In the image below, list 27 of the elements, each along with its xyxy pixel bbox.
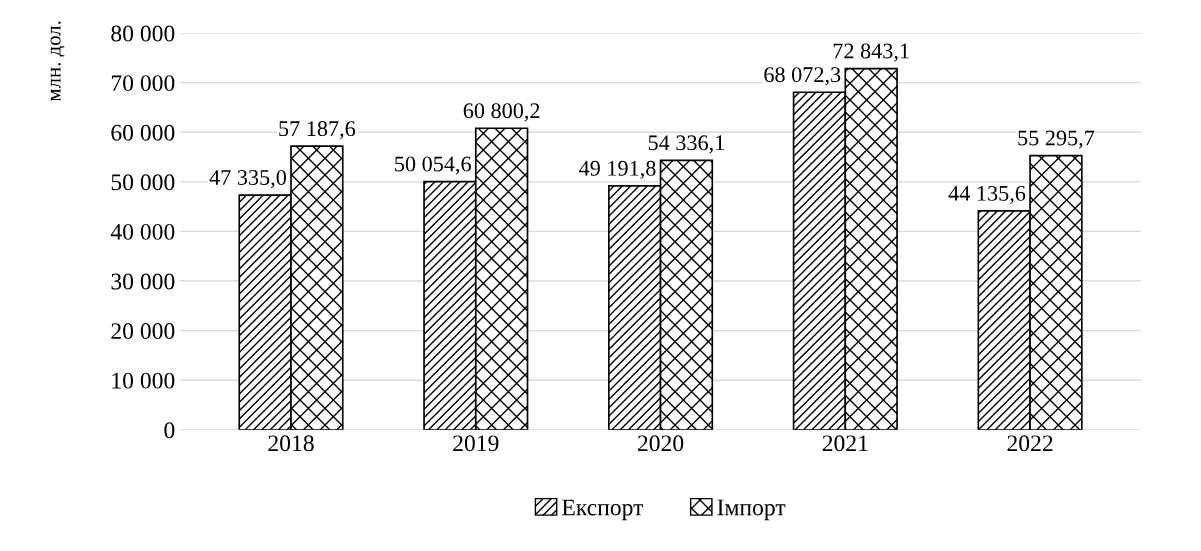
data-label: 54 336,1: [648, 135, 724, 154]
y-tick-label: 70 000: [111, 75, 175, 92]
y-tick-label: 0: [164, 422, 175, 439]
y-tick-label: 40 000: [110, 223, 175, 240]
y-tick-label: 50 000: [111, 174, 175, 191]
y-tick-label: 10 000: [112, 372, 175, 389]
data-label: 55 295,7: [1018, 130, 1095, 149]
x-tick-label: 2022: [1007, 435, 1053, 452]
y-tick-label: 30 000: [111, 273, 175, 290]
legend-label: Імпорт: [717, 499, 786, 521]
data-label: 44 135,6: [948, 185, 1026, 205]
x-tick-label: 2018: [268, 435, 314, 452]
data-label: 60 800,2: [463, 103, 540, 122]
y-axis-title: млн. дол.: [50, 21, 65, 102]
legend-label: Експорт: [562, 499, 644, 521]
data-label: 72 843,1: [833, 43, 909, 62]
y-tick-label: 80 000: [111, 25, 175, 42]
y-tick-label: 20 000: [111, 323, 175, 340]
x-tick-label: 2020: [637, 435, 684, 452]
data-label: 49 191,8: [579, 160, 656, 179]
x-tick-label: 2021: [822, 435, 868, 452]
data-label: 57 187,6: [279, 121, 356, 140]
data-label: 68 072,3: [764, 67, 841, 86]
data-label: 50 054,6: [395, 156, 471, 175]
x-tick-label: 2019: [453, 435, 499, 452]
y-tick-label: 60 000: [111, 124, 175, 141]
data-label: 47 335,0: [209, 169, 286, 189]
